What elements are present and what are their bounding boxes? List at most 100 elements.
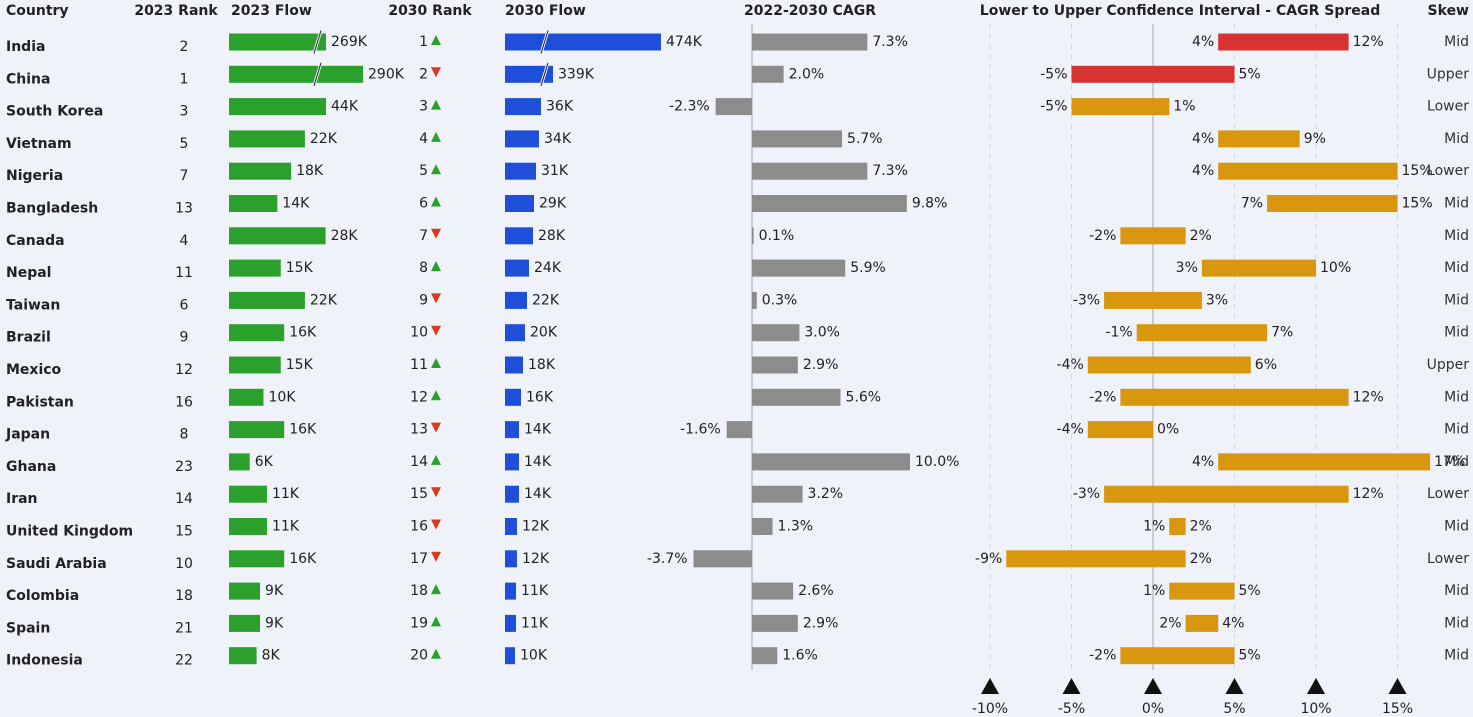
table-row: India 2 269K 1 474K 7.3% 4% 12% Mid bbox=[6, 30, 1469, 55]
flow-2030-bar bbox=[505, 614, 516, 632]
axis-tick-label: 10% bbox=[1300, 701, 1331, 717]
axis-tick-triangle-icon bbox=[1388, 678, 1407, 694]
country-label: Canada bbox=[6, 233, 65, 249]
table-row: Spain 21 9K 19 11K 2.9% 2% 4% Mid bbox=[6, 614, 1469, 636]
axis-tick-triangle-icon bbox=[1307, 678, 1325, 694]
skew-label: Mid bbox=[1444, 422, 1469, 438]
flow-2023-label: 15K bbox=[286, 260, 314, 276]
rank-2030: 15 bbox=[410, 486, 428, 502]
cagr-label: 0.3% bbox=[762, 292, 798, 308]
cagr-label: 2.9% bbox=[803, 357, 839, 373]
flow-2023-bar bbox=[229, 65, 363, 83]
spread-lower-label: 4% bbox=[1192, 163, 1214, 179]
rank-2023: 3 bbox=[180, 104, 189, 120]
flow-2023-label: 16K bbox=[289, 325, 317, 341]
rank-up-arrow-icon bbox=[431, 358, 441, 368]
spread-bar bbox=[1120, 388, 1349, 406]
rank-2030: 4 bbox=[419, 131, 428, 147]
rank-down-arrow-icon bbox=[431, 422, 441, 433]
flow-2030-label: 29K bbox=[539, 196, 567, 212]
cagr-label: 3.0% bbox=[804, 325, 840, 341]
rank-2023: 23 bbox=[175, 459, 193, 475]
header-cagr: 2022-2030 CAGR bbox=[744, 3, 876, 19]
header-skew: Skew bbox=[1428, 3, 1470, 19]
country-label: Indonesia bbox=[6, 653, 83, 669]
table-row: Saudi Arabia 10 16K 17 12K -3.7% -9% 2% Lower bbox=[6, 550, 1469, 572]
country-label: South Korea bbox=[6, 104, 103, 120]
flow-2030-label: 20K bbox=[530, 325, 558, 341]
rank-2030: 19 bbox=[410, 615, 428, 631]
rank-up-arrow-icon bbox=[431, 164, 441, 175]
spread-bar bbox=[1071, 98, 1170, 116]
cagr-bar bbox=[752, 130, 843, 148]
cagr-bar bbox=[752, 485, 803, 503]
rank-2023: 1 bbox=[180, 71, 189, 87]
country-label: Colombia bbox=[6, 588, 79, 604]
rank-down-arrow-icon bbox=[431, 293, 441, 304]
spread-upper-label: 12% bbox=[1353, 34, 1384, 50]
cagr-bar bbox=[715, 98, 752, 116]
rank-up-arrow-icon bbox=[431, 584, 441, 595]
spread-bar bbox=[1218, 453, 1431, 471]
spread-upper-label: 15% bbox=[1402, 163, 1433, 179]
table-row: Japan 8 16K 13 14K -1.6% -4% 0% Mid bbox=[5, 421, 1469, 443]
flow-2030-label: 14K bbox=[524, 422, 552, 438]
axis-break-mark bbox=[313, 62, 322, 86]
flow-2023-bar bbox=[229, 291, 305, 309]
table-row: Mexico 12 15K 11 18K 2.9% -4% 6% Upper bbox=[6, 356, 1469, 378]
flow-2023-label: 18K bbox=[296, 163, 324, 179]
flow-2030-bar bbox=[505, 259, 529, 277]
flow-2023-label: 14K bbox=[282, 196, 310, 212]
country-label: India bbox=[6, 39, 45, 55]
flow-2030-bar bbox=[505, 647, 515, 665]
spread-lower-label: -1% bbox=[1105, 325, 1132, 341]
flow-2023-label: 44K bbox=[331, 99, 359, 115]
axis-tick-label: 5% bbox=[1223, 701, 1245, 717]
cagr-label: 7.3% bbox=[872, 34, 908, 50]
flow-2023-bar bbox=[229, 647, 257, 665]
spread-lower-label: 2% bbox=[1159, 615, 1181, 631]
rank-down-arrow-icon bbox=[431, 551, 441, 562]
rank-up-arrow-icon bbox=[431, 131, 441, 142]
flow-2030-bar bbox=[505, 421, 519, 439]
flow-2030-bar bbox=[505, 324, 525, 342]
country-label: China bbox=[6, 71, 50, 87]
country-label: Taiwan bbox=[6, 297, 60, 313]
cagr-bar bbox=[752, 324, 800, 342]
rank-2023: 10 bbox=[175, 556, 193, 572]
flow-2030-bar bbox=[505, 65, 553, 83]
country-label: Japan bbox=[5, 427, 50, 443]
cagr-bar bbox=[752, 614, 798, 632]
flow-2023-bar bbox=[229, 195, 278, 212]
axis-tick-triangle-icon bbox=[1144, 678, 1162, 694]
flow-2030-label: 36K bbox=[546, 99, 574, 115]
flow-2030-bar bbox=[505, 195, 534, 212]
rank-2030: 11 bbox=[410, 357, 428, 373]
table-row: Nepal 11 15K 8 24K 5.9% 3% 10% Mid bbox=[6, 259, 1469, 281]
rank-2030: 1 bbox=[419, 34, 428, 50]
rank-2023: 14 bbox=[175, 491, 193, 507]
spread-bar bbox=[1087, 356, 1251, 374]
cagr-bar bbox=[752, 65, 784, 83]
rank-up-arrow-icon bbox=[431, 648, 441, 659]
flow-2023-label: 290K bbox=[368, 66, 405, 82]
spread-upper-label: 5% bbox=[1239, 648, 1261, 664]
axis-break-mark bbox=[540, 62, 549, 86]
flow-2023-label: 6K bbox=[255, 454, 274, 470]
cagr-bar bbox=[752, 33, 868, 51]
rank-2023: 6 bbox=[180, 297, 189, 313]
table-row: Indonesia 22 8K 20 10K 1.6% -2% 5% Mid bbox=[6, 647, 1469, 669]
header-spread: Lower to Upper Confidence Interval - CAG… bbox=[980, 3, 1380, 19]
flow-2023-label: 16K bbox=[289, 551, 317, 567]
cagr-label: 9.8% bbox=[912, 196, 948, 212]
skew-label: Mid bbox=[1444, 454, 1469, 470]
rank-2023: 22 bbox=[175, 653, 193, 669]
spread-bar bbox=[1185, 614, 1219, 632]
rank-2030: 2 bbox=[419, 66, 428, 82]
spread-upper-label: 2% bbox=[1190, 551, 1212, 567]
flow-2023-label: 22K bbox=[310, 292, 338, 308]
rank-2030: 18 bbox=[410, 583, 428, 599]
cagr-label: 5.7% bbox=[847, 131, 883, 147]
flow-2023-bar bbox=[229, 485, 267, 503]
table-row: Canada 4 28K 7 28K 0.1% -2% 2% Mid bbox=[6, 227, 1469, 249]
